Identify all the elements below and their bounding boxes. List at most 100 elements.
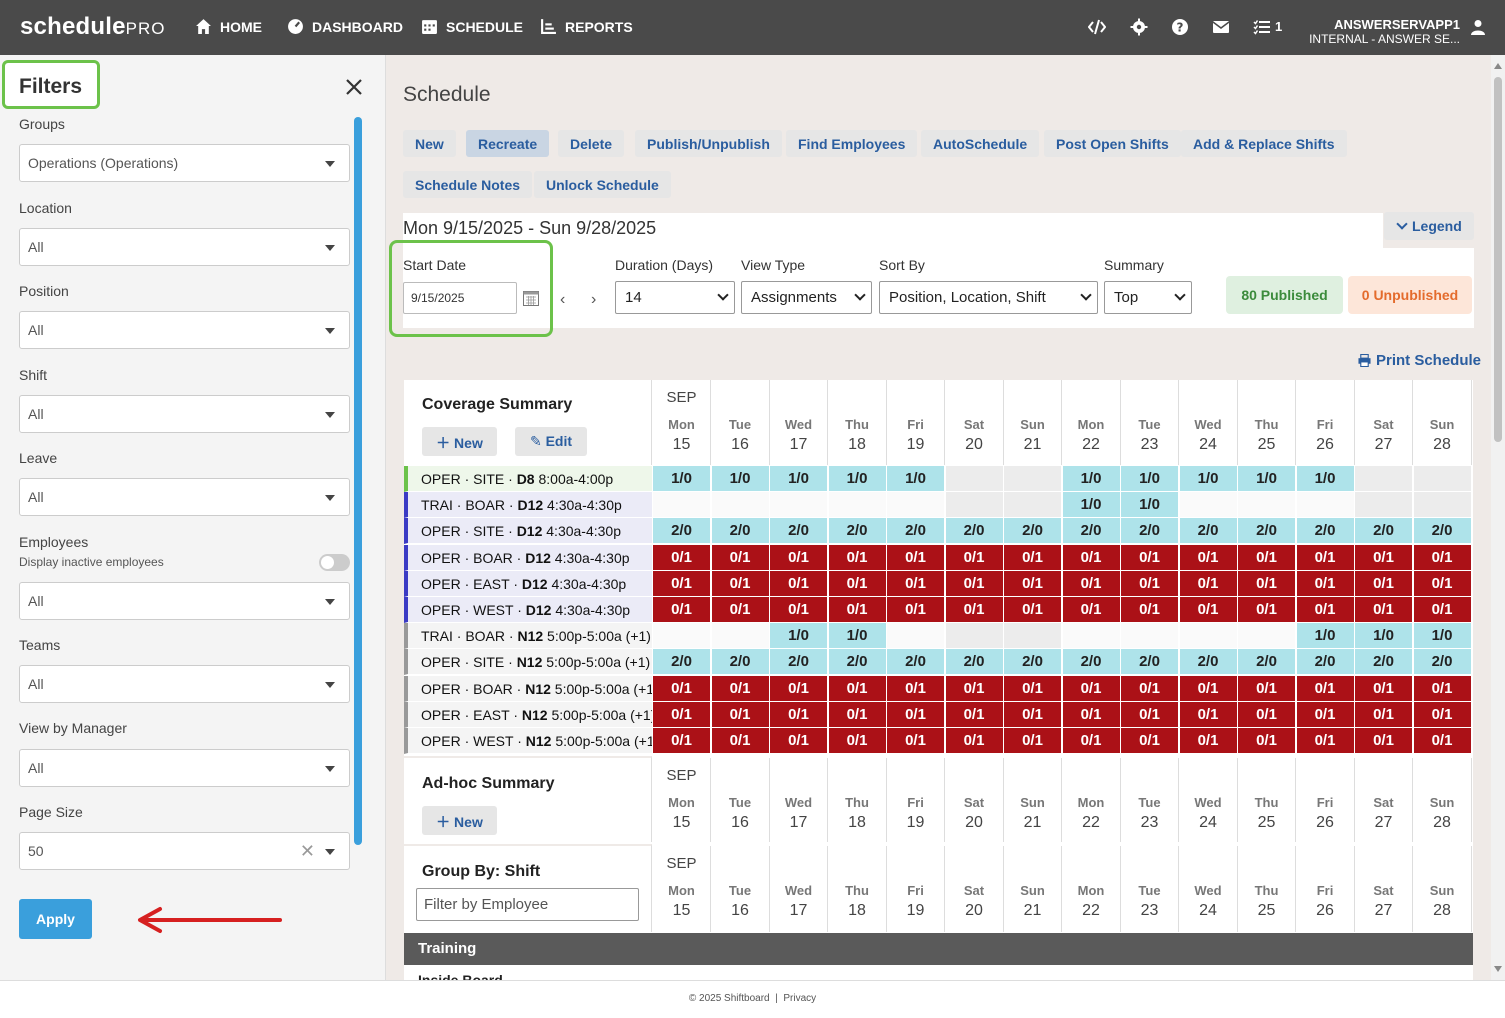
coverage-cell[interactable]: 2/0 <box>828 518 887 545</box>
coverage-cell[interactable]: 0/1 <box>945 597 1004 623</box>
coverage-cell[interactable]: 0/1 <box>828 675 887 702</box>
coverage-cell[interactable]: 1/0 <box>1296 623 1355 650</box>
coverage-cell[interactable]: 0/1 <box>711 544 770 571</box>
coverage-cell[interactable]: 0/1 <box>770 701 828 728</box>
coverage-cell[interactable]: 1/0 <box>887 466 945 492</box>
user-org[interactable]: INTERNAL - ANSWER SE... <box>1309 32 1460 46</box>
coverage-cell[interactable]: 0/1 <box>1062 597 1121 623</box>
coverage-cell[interactable] <box>1413 492 1472 519</box>
teams-select[interactable]: All <box>19 665 350 703</box>
coverage-cell[interactable]: 0/1 <box>1179 701 1238 728</box>
coverage-row-label[interactable]: OPER · BOAR · D12 4:30a-4:30p <box>404 544 652 571</box>
prev-period-arrow[interactable]: ‹ <box>560 291 566 308</box>
location-select[interactable]: All <box>19 228 350 266</box>
coverage-cell[interactable]: 0/1 <box>1121 544 1179 571</box>
coverage-cell[interactable]: 0/1 <box>1355 675 1413 702</box>
coverage-cell[interactable]: 0/1 <box>1296 675 1355 702</box>
coverage-cell[interactable]: 2/0 <box>1004 518 1062 545</box>
coverage-cell[interactable]: 2/0 <box>770 649 828 676</box>
coverage-cell[interactable]: 0/1 <box>653 675 711 702</box>
coverage-cell[interactable] <box>945 466 1004 492</box>
coverage-cell[interactable]: 0/1 <box>653 728 711 754</box>
coverage-cell[interactable]: 0/1 <box>1355 728 1413 754</box>
coverage-cell[interactable]: 0/1 <box>1355 597 1413 623</box>
coverage-cell[interactable]: 0/1 <box>1238 570 1296 597</box>
coverage-cell[interactable]: 0/1 <box>1062 570 1121 597</box>
coverage-cell[interactable]: 0/1 <box>1004 544 1062 571</box>
coverage-cell[interactable] <box>1238 492 1296 519</box>
coverage-cell[interactable]: 0/1 <box>1062 701 1121 728</box>
coverage-cell[interactable]: 1/0 <box>711 466 770 492</box>
coverage-cell[interactable] <box>1062 623 1121 650</box>
coverage-cell[interactable]: 0/1 <box>1296 728 1355 754</box>
toolbar-button-publish-unpublish[interactable]: Publish/Unpublish <box>635 130 782 157</box>
coverage-cell[interactable] <box>1238 623 1296 650</box>
main-scrollbar[interactable] <box>1491 55 1505 980</box>
coverage-cell[interactable]: 1/0 <box>770 623 828 650</box>
scroll-up-icon[interactable] <box>1494 63 1502 69</box>
user-name[interactable]: ANSWERSERVAPP1 <box>1334 17 1460 32</box>
coverage-cell[interactable] <box>828 492 887 519</box>
coverage-cell[interactable]: 2/0 <box>1179 518 1238 545</box>
coverage-cell[interactable]: 1/0 <box>770 466 828 492</box>
coverage-cell[interactable]: 1/0 <box>1062 492 1121 519</box>
duration-select[interactable]: 14 <box>615 281 735 314</box>
coverage-cell[interactable]: 0/1 <box>770 728 828 754</box>
calendar-icon[interactable] <box>523 290 539 306</box>
nav-home[interactable]: HOME <box>195 18 262 35</box>
coverage-cell[interactable]: 2/0 <box>653 649 711 676</box>
coverage-cell[interactable]: 0/1 <box>1413 701 1472 728</box>
coverage-cell[interactable]: 1/0 <box>828 623 887 650</box>
toolbar-button-recreate[interactable]: Recreate <box>466 130 550 157</box>
coverage-cell[interactable]: 2/0 <box>1179 649 1238 676</box>
coverage-cell[interactable]: 0/1 <box>1004 570 1062 597</box>
coverage-cell[interactable]: 2/0 <box>1121 649 1179 676</box>
coverage-cell[interactable]: 0/1 <box>1004 675 1062 702</box>
toolbar-button-delete[interactable]: Delete <box>558 130 625 157</box>
coverage-cell[interactable]: 1/0 <box>1179 466 1238 492</box>
coverage-cell[interactable]: 0/1 <box>1238 728 1296 754</box>
coverage-cell[interactable]: 2/0 <box>1238 649 1296 676</box>
coverage-cell[interactable]: 0/1 <box>945 675 1004 702</box>
coverage-cell[interactable]: 0/1 <box>1296 701 1355 728</box>
print-schedule-link[interactable]: Print Schedule <box>1358 352 1481 369</box>
nav-dashboard[interactable]: DASHBOARD <box>287 18 403 35</box>
coverage-cell[interactable] <box>887 623 945 650</box>
coverage-cell[interactable]: 1/0 <box>1121 466 1179 492</box>
coverage-cell[interactable]: 1/0 <box>1062 466 1121 492</box>
coverage-cell[interactable]: 0/1 <box>711 701 770 728</box>
legend-button[interactable]: Legend <box>1384 212 1474 240</box>
coverage-cell[interactable]: 2/0 <box>711 649 770 676</box>
coverage-cell[interactable] <box>1004 623 1062 650</box>
coverage-cell[interactable]: 0/1 <box>828 570 887 597</box>
coverage-cell[interactable]: 0/1 <box>1296 544 1355 571</box>
close-icon[interactable] <box>344 77 364 97</box>
coverage-cell[interactable]: 0/1 <box>1062 675 1121 702</box>
coverage-cell[interactable]: 0/1 <box>770 597 828 623</box>
coverage-cell[interactable]: 1/0 <box>828 466 887 492</box>
toolbar-button-add-replace-shifts[interactable]: Add & Replace Shifts <box>1181 130 1347 157</box>
coverage-cell[interactable]: 0/1 <box>887 675 945 702</box>
coverage-cell[interactable]: 0/1 <box>1121 597 1179 623</box>
coverage-cell[interactable] <box>1413 466 1472 492</box>
coverage-cell[interactable]: 0/1 <box>1179 597 1238 623</box>
coverage-cell[interactable]: 0/1 <box>711 570 770 597</box>
coverage-cell[interactable] <box>945 492 1004 519</box>
coverage-cell[interactable]: 0/1 <box>1355 701 1413 728</box>
coverage-cell[interactable]: 0/1 <box>945 544 1004 571</box>
coverage-cell[interactable]: 2/0 <box>1296 518 1355 545</box>
training-group-bar[interactable]: Training <box>404 933 1473 965</box>
coverage-cell[interactable]: 0/1 <box>1179 544 1238 571</box>
employees-select[interactable]: All <box>19 582 350 620</box>
coverage-cell[interactable]: 0/1 <box>887 570 945 597</box>
coverage-cell[interactable]: 2/0 <box>1121 518 1179 545</box>
toolbar-button-autoschedule[interactable]: AutoSchedule <box>921 130 1040 157</box>
app-logo[interactable]: schedulePRO <box>20 13 166 40</box>
coverage-cell[interactable]: 0/1 <box>1238 701 1296 728</box>
coverage-cell[interactable]: 0/1 <box>1121 728 1179 754</box>
coverage-cell[interactable]: 0/1 <box>887 544 945 571</box>
coverage-cell[interactable]: 0/1 <box>828 544 887 571</box>
clear-icon[interactable]: ✕ <box>299 841 315 861</box>
coverage-cell[interactable] <box>1296 492 1355 519</box>
coverage-cell[interactable]: 0/1 <box>1004 701 1062 728</box>
